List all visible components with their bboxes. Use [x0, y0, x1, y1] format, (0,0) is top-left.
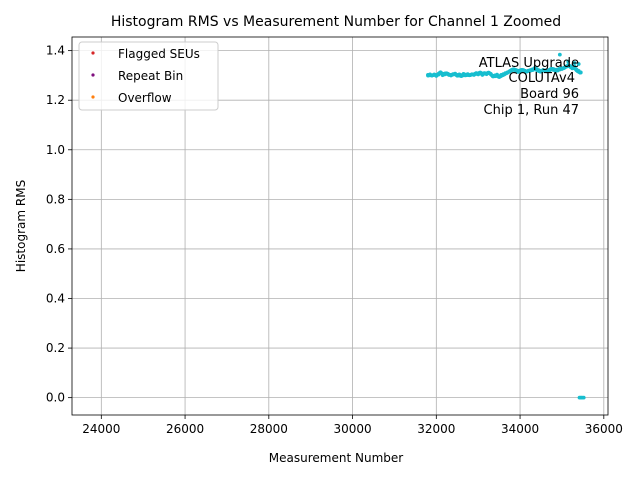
annotation-line-3: Board 96	[520, 87, 579, 102]
legend-marker-overflow	[91, 95, 95, 99]
plot-frame	[71, 36, 609, 416]
data-points	[426, 52, 586, 400]
x-tick-label: 36000	[585, 422, 623, 436]
annotation-line-1: ATLAS Upgrade	[479, 56, 579, 71]
y-tick-label: 0.6	[46, 242, 65, 256]
annotation-line-2: COLUTAv4	[509, 71, 575, 86]
x-tick-label: 32000	[417, 422, 455, 436]
x-tick-label: 24000	[82, 422, 120, 436]
x-tick-label: 30000	[333, 422, 371, 436]
x-axis-ticks: 24000 26000 28000 30000 32000 34000 36000	[82, 415, 623, 436]
data-point	[557, 52, 562, 57]
x-tick-label: 26000	[166, 422, 204, 436]
y-tick-label: 0.8	[46, 192, 65, 206]
y-tick-label: 1.4	[46, 44, 65, 58]
y-tick-label: 0.4	[46, 292, 65, 306]
legend-box	[78, 41, 219, 111]
y-axis-label: Histogram RMS	[14, 180, 28, 272]
data-point	[581, 395, 586, 400]
legend-label-repeat-bin: Repeat Bin	[118, 69, 183, 83]
y-tick-label: 1.2	[46, 93, 65, 107]
legend-label-overflow: Overflow	[118, 91, 172, 105]
x-axis-label: Measurement Number	[269, 451, 403, 465]
data-point	[566, 59, 571, 64]
data-point	[576, 62, 581, 66]
y-tick-label: 1.0	[46, 143, 65, 157]
data-point	[578, 70, 583, 75]
legend-marker-repeat-bin	[91, 73, 95, 77]
x-tick-label: 28000	[250, 422, 288, 436]
y-axis-ticks: 0.0 0.2 0.4 0.6 0.8 1.0 1.2 1.4	[46, 44, 72, 405]
grid	[72, 37, 608, 415]
annotation-line-4: Chip 1, Run 47	[484, 103, 579, 118]
legend-label-flagged-seus: Flagged SEUs	[118, 47, 200, 61]
legend-marker-flagged-seus	[91, 51, 95, 55]
y-tick-label: 0.2	[46, 341, 65, 355]
x-tick-label: 34000	[501, 422, 539, 436]
legend: Flagged SEUs Repeat Bin Overflow	[78, 41, 219, 111]
chart-title: Histogram RMS vs Measurement Number for …	[111, 14, 561, 30]
data-point	[572, 61, 577, 65]
annotation: ATLAS Upgrade COLUTAv4 Board 96 Chip 1, …	[479, 56, 579, 118]
data-point	[572, 64, 577, 69]
y-tick-label: 0.0	[46, 391, 65, 405]
